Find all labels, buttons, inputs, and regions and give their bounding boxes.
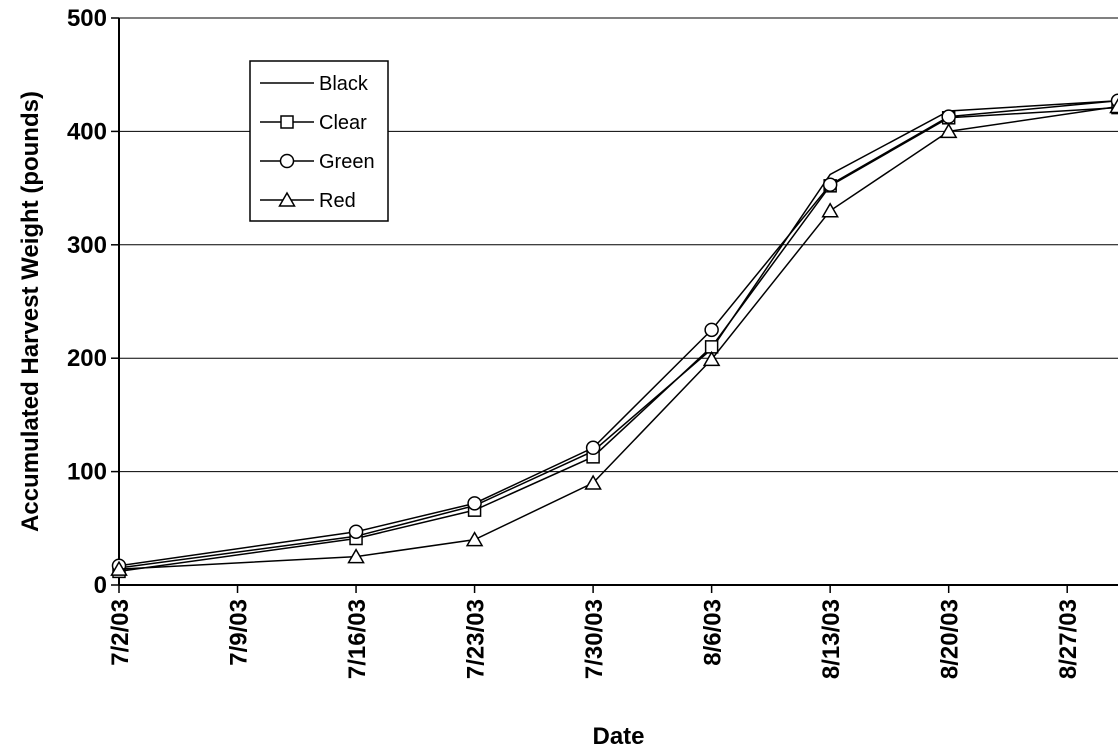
x-tick-label: 7/16/03: [344, 599, 371, 679]
x-tick-label: 8/13/03: [818, 599, 845, 679]
data-point-red: [110, 560, 128, 576]
x-tick-label: 7/30/03: [581, 599, 608, 679]
data-point-green: [467, 496, 482, 511]
data-point-red: [347, 548, 365, 564]
y-tick-label: 500: [67, 5, 107, 32]
x-tick-label: 8/20/03: [937, 599, 964, 679]
legend-label-green: Green: [319, 151, 375, 173]
series-line-green: [118, 100, 1118, 567]
y-axis-title: Accumulated Harvest Weight (pounds): [17, 91, 44, 532]
x-tick-label: 7/23/03: [463, 599, 490, 679]
y-tick-label: 100: [67, 459, 107, 486]
data-point-green: [348, 524, 364, 539]
data-point-red: [465, 531, 484, 547]
x-tick-label: 7/2/03: [107, 599, 134, 666]
x-tick-label: 7/9/03: [226, 599, 253, 666]
series-line-red: [118, 105, 1118, 570]
y-tick-label: 300: [67, 232, 107, 259]
data-point-green: [585, 440, 601, 456]
legend-label-clear: Clear: [319, 112, 367, 134]
legend-marker-red: [278, 191, 296, 207]
series-line-black: [118, 100, 1118, 569]
data-point-red: [1109, 97, 1118, 114]
y-tick-label: 200: [67, 345, 107, 372]
data-point-green: [704, 322, 719, 338]
series-line-clear: [118, 106, 1118, 573]
x-axis-title: Date: [592, 723, 644, 750]
legend-marker-green: [279, 153, 295, 169]
legend-marker-clear: [280, 115, 294, 129]
y-tick-label: 0: [94, 572, 107, 599]
data-point-red: [939, 122, 958, 139]
data-point-red: [821, 202, 839, 218]
data-point-red: [702, 350, 721, 367]
x-tick-label: 8/6/03: [700, 599, 727, 666]
data-point-green: [941, 109, 956, 124]
legend-label-red: Red: [319, 190, 356, 212]
legend-box: [249, 60, 389, 222]
data-point-red: [584, 474, 602, 490]
data-point-green: [822, 177, 838, 192]
legend-label-black: Black: [319, 73, 369, 95]
y-tick-label: 400: [67, 118, 107, 145]
x-tick-label: 8/27/03: [1055, 599, 1082, 679]
